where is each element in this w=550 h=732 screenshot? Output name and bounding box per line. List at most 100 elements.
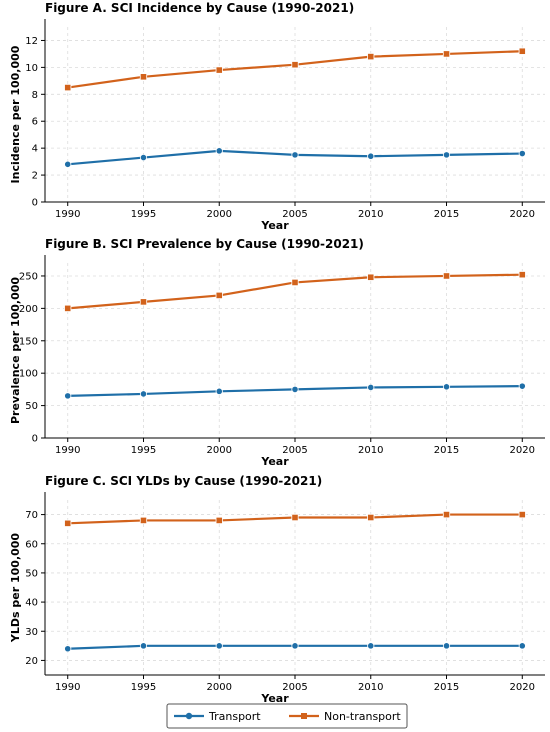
y-tick-label: 0 bbox=[32, 434, 38, 445]
data-point bbox=[139, 73, 148, 81]
chart-panel-3: Figure C. SCI YLDs by Cause (1990-2021) 2… bbox=[9, 474, 545, 705]
y-tick-label: 60 bbox=[25, 539, 38, 550]
data-point bbox=[518, 47, 526, 55]
series-non-transport bbox=[64, 47, 526, 92]
series-non-transport bbox=[64, 510, 526, 527]
panel-title: Figure C. SCI YLDs by Cause (1990-2021) bbox=[45, 474, 322, 488]
y-tick-label: 12 bbox=[25, 36, 38, 47]
y-tick-label: 30 bbox=[25, 627, 38, 638]
y-tick-label: 250 bbox=[19, 271, 38, 282]
y-axis-label: Incidence per 100,000 bbox=[9, 45, 22, 183]
legend-marker-transport bbox=[185, 712, 193, 720]
series-transport bbox=[64, 642, 526, 653]
data-point bbox=[215, 66, 223, 74]
data-point bbox=[139, 298, 148, 306]
x-tick-label: 2020 bbox=[510, 445, 535, 456]
data-point bbox=[442, 510, 451, 519]
legend-label-transport: Transport bbox=[208, 710, 261, 723]
y-axis-label: Prevalence per 100,000 bbox=[9, 277, 22, 424]
x-tick-label: 1990 bbox=[55, 209, 80, 220]
legend-marker-non-transport bbox=[301, 713, 307, 719]
data-point bbox=[291, 385, 299, 393]
chart-panel-2: Figure B. SCI Prevalence by Cause (1990-… bbox=[9, 237, 545, 468]
data-point bbox=[215, 642, 223, 650]
x-tick-label: 1995 bbox=[131, 445, 156, 456]
data-point bbox=[518, 510, 526, 519]
data-point bbox=[442, 151, 451, 159]
chart-panels: Figure A. SCI Incidence by Cause (1990-2… bbox=[9, 1, 545, 705]
x-axis-label: Year bbox=[260, 692, 289, 705]
data-point bbox=[442, 50, 451, 58]
y-tick-label: 4 bbox=[32, 144, 38, 155]
data-point bbox=[367, 273, 375, 281]
data-point bbox=[518, 642, 526, 650]
y-tick-label: 10 bbox=[25, 63, 38, 74]
x-tick-label: 1995 bbox=[131, 209, 156, 220]
y-axis-label: YLDs per 100,000 bbox=[9, 533, 22, 644]
series-transport bbox=[64, 147, 526, 168]
legend-label-non-transport: Non-transport bbox=[324, 710, 401, 723]
x-tick-label: 2000 bbox=[207, 445, 232, 456]
data-point bbox=[367, 152, 375, 160]
y-tick-label: 100 bbox=[19, 369, 38, 380]
data-point bbox=[291, 61, 299, 69]
data-point bbox=[291, 513, 299, 522]
data-point bbox=[139, 516, 148, 525]
x-tick-label: 2020 bbox=[510, 209, 535, 220]
y-tick-label: 20 bbox=[25, 656, 38, 667]
x-tick-label: 2000 bbox=[207, 682, 232, 693]
data-point bbox=[64, 304, 72, 312]
x-tick-label: 2015 bbox=[434, 682, 459, 693]
data-point bbox=[291, 642, 299, 650]
y-tick-label: 70 bbox=[25, 510, 38, 521]
y-tick-label: 40 bbox=[25, 598, 38, 609]
data-point bbox=[367, 642, 375, 650]
y-tick-label: 50 bbox=[25, 401, 38, 412]
x-tick-label: 2005 bbox=[282, 682, 307, 693]
data-point bbox=[291, 151, 299, 159]
data-point bbox=[64, 645, 72, 653]
x-tick-label: 2010 bbox=[358, 209, 383, 220]
data-point bbox=[215, 516, 223, 525]
series-transport bbox=[64, 382, 526, 400]
data-point bbox=[367, 383, 375, 392]
x-tick-label: 1990 bbox=[55, 445, 80, 456]
y-tick-label: 2 bbox=[32, 171, 38, 182]
x-tick-label: 2000 bbox=[207, 209, 232, 220]
data-point bbox=[518, 271, 526, 279]
x-tick-label: 2005 bbox=[282, 209, 307, 220]
y-tick-label: 6 bbox=[32, 117, 38, 128]
x-tick-label: 2010 bbox=[358, 445, 383, 456]
x-tick-label: 2010 bbox=[358, 682, 383, 693]
data-point bbox=[64, 392, 72, 400]
y-tick-label: 0 bbox=[32, 198, 38, 209]
data-point bbox=[215, 291, 223, 300]
data-point bbox=[518, 382, 526, 390]
x-tick-label: 1990 bbox=[55, 682, 80, 693]
data-point bbox=[64, 519, 72, 527]
x-tick-label: 1995 bbox=[131, 682, 156, 693]
data-point bbox=[367, 53, 375, 61]
chart-panel-1: Figure A. SCI Incidence by Cause (1990-2… bbox=[9, 1, 545, 232]
panel-title: Figure A. SCI Incidence by Cause (1990-2… bbox=[45, 1, 354, 15]
data-point bbox=[442, 642, 451, 650]
data-point bbox=[367, 513, 375, 522]
panel-title: Figure B. SCI Prevalence by Cause (1990-… bbox=[45, 237, 364, 251]
x-tick-label: 2005 bbox=[282, 445, 307, 456]
data-point bbox=[139, 390, 148, 398]
x-tick-label: 2020 bbox=[510, 682, 535, 693]
legend: Transport Non-transport bbox=[166, 703, 408, 729]
y-tick-label: 50 bbox=[25, 568, 38, 579]
legend-box bbox=[166, 703, 408, 729]
x-tick-label: 2015 bbox=[434, 209, 459, 220]
y-tick-label: 150 bbox=[19, 336, 38, 347]
x-axis-label: Year bbox=[260, 219, 289, 232]
data-point bbox=[518, 149, 526, 158]
data-point bbox=[64, 83, 72, 92]
data-point bbox=[442, 272, 451, 280]
y-tick-label: 8 bbox=[32, 90, 38, 101]
x-axis-label: Year bbox=[260, 455, 289, 468]
data-point bbox=[139, 642, 148, 650]
x-tick-label: 2015 bbox=[434, 445, 459, 456]
